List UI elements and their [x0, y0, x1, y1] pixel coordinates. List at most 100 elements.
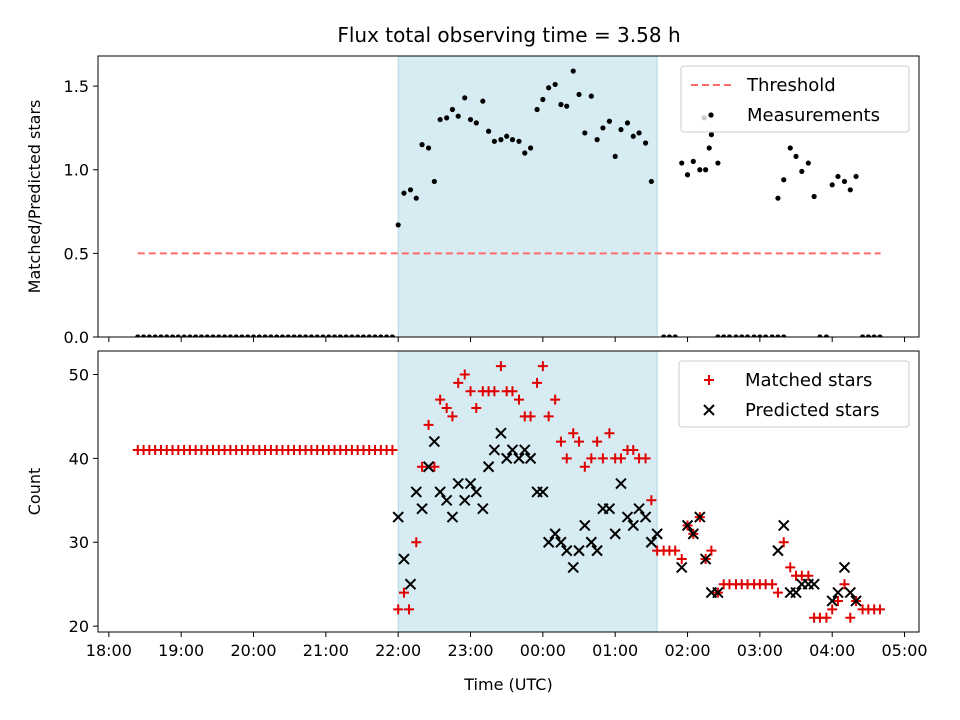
- x-tick-label: 03:00: [737, 641, 783, 660]
- y-axis-label: Count: [25, 468, 44, 516]
- matched-point: [513, 394, 524, 405]
- matched-point: [579, 461, 590, 472]
- x-tick-label: 02:00: [664, 641, 710, 660]
- measurement-point: [279, 334, 286, 337]
- measurement-point: [419, 142, 425, 148]
- y-axis-label: Matched/Predicted stars: [25, 100, 44, 294]
- x-tick-label: 05:00: [881, 641, 927, 660]
- measurement-point: [534, 106, 540, 113]
- matched-point: [423, 419, 434, 430]
- matched-point: [525, 411, 536, 422]
- matched-point: [845, 612, 856, 623]
- matched-point: [495, 361, 506, 372]
- measurement-point: [835, 173, 841, 180]
- matched-point: [550, 394, 561, 405]
- legend: Matched stars Predicted stars: [678, 360, 910, 428]
- predicted-point: [482, 461, 495, 473]
- predicted-point: [422, 461, 435, 473]
- predicted-point: [549, 528, 561, 540]
- measurement-point: [588, 93, 594, 99]
- predicted-point: [416, 502, 428, 515]
- measurement-point: [666, 334, 673, 337]
- measurement-point: [847, 187, 853, 193]
- measurement-point: [337, 334, 343, 337]
- predicted-point: [537, 486, 549, 498]
- matched-point: [387, 444, 398, 455]
- matched-point: [411, 537, 422, 548]
- predicted-point: [591, 544, 603, 557]
- measurement-point: [291, 334, 297, 337]
- chart-title: Flux total observing time = 3.58 h: [337, 23, 680, 47]
- measurement-point: [757, 334, 763, 337]
- matched-point: [447, 411, 458, 422]
- predicted-point: [687, 528, 700, 540]
- predicted-point: [712, 586, 724, 599]
- measurement-point: [877, 334, 883, 337]
- predicted-point: [573, 544, 585, 557]
- measurement-point: [823, 334, 830, 337]
- measurement-point: [661, 334, 667, 337]
- predicted-point: [651, 528, 663, 540]
- matched-point: [543, 411, 554, 422]
- x-tick-label: 01:00: [592, 641, 638, 660]
- matched-point: [628, 444, 639, 455]
- measurement-point: [715, 334, 721, 337]
- measurement-point: [805, 160, 811, 166]
- matched-point: [821, 612, 832, 623]
- predicted-point: [603, 502, 616, 515]
- measurement-point: [297, 334, 303, 337]
- measurement-point: [366, 334, 372, 337]
- measurement-point: [636, 130, 642, 136]
- plot-area: [135, 68, 883, 337]
- matched-point: [435, 394, 446, 405]
- measurement-point: [564, 103, 570, 109]
- predicted-point: [495, 427, 507, 439]
- matched-point: [670, 545, 681, 556]
- predicted-point: [585, 536, 598, 548]
- measurement-point: [787, 145, 793, 151]
- measurement-point: [491, 138, 497, 144]
- measurement-point: [570, 68, 576, 74]
- predicted-point: [477, 502, 489, 515]
- x-tick-label: 18:00: [86, 641, 132, 660]
- measurement-point: [706, 145, 712, 151]
- legend-matched-swatch: [704, 375, 714, 385]
- x-tick-label: 22:00: [375, 641, 421, 660]
- measurement-point: [721, 334, 727, 337]
- measurement-point: [546, 85, 552, 91]
- measurement-point: [793, 153, 799, 159]
- predicted-point: [440, 494, 453, 507]
- legend-label: Measurements: [747, 105, 880, 126]
- measurement-point: [679, 160, 685, 166]
- predicted-point: [633, 502, 645, 515]
- x-tick-label: 19:00: [158, 641, 204, 660]
- measurement-point: [449, 106, 456, 113]
- measurement-point: [389, 334, 396, 337]
- predicted-point: [778, 519, 790, 532]
- measurement-point: [763, 334, 769, 337]
- measurement-point: [413, 195, 419, 201]
- measurement-point: [140, 334, 147, 337]
- matched-point: [532, 377, 543, 388]
- predicted-point: [500, 452, 513, 465]
- predicted-point: [555, 536, 567, 548]
- legend-box: [678, 360, 910, 428]
- measurement-point: [624, 120, 631, 126]
- predicted-point: [410, 486, 422, 498]
- measurement-point: [865, 334, 871, 337]
- y-tick-label: 0.5: [64, 244, 89, 263]
- predicted-point: [464, 477, 477, 490]
- measurement-point: [612, 153, 618, 159]
- matched-point: [561, 453, 572, 464]
- matched-point: [615, 453, 626, 464]
- matched-point: [507, 386, 518, 397]
- predicted-point: [790, 586, 802, 599]
- predicted-point: [832, 586, 844, 599]
- measurement-point: [642, 140, 649, 146]
- measurement-point: [582, 130, 588, 136]
- predicted-point: [470, 486, 483, 498]
- plot-area: [132, 361, 885, 623]
- measurement-point: [320, 334, 326, 337]
- matched-point: [574, 436, 585, 447]
- measurement-point: [871, 334, 877, 337]
